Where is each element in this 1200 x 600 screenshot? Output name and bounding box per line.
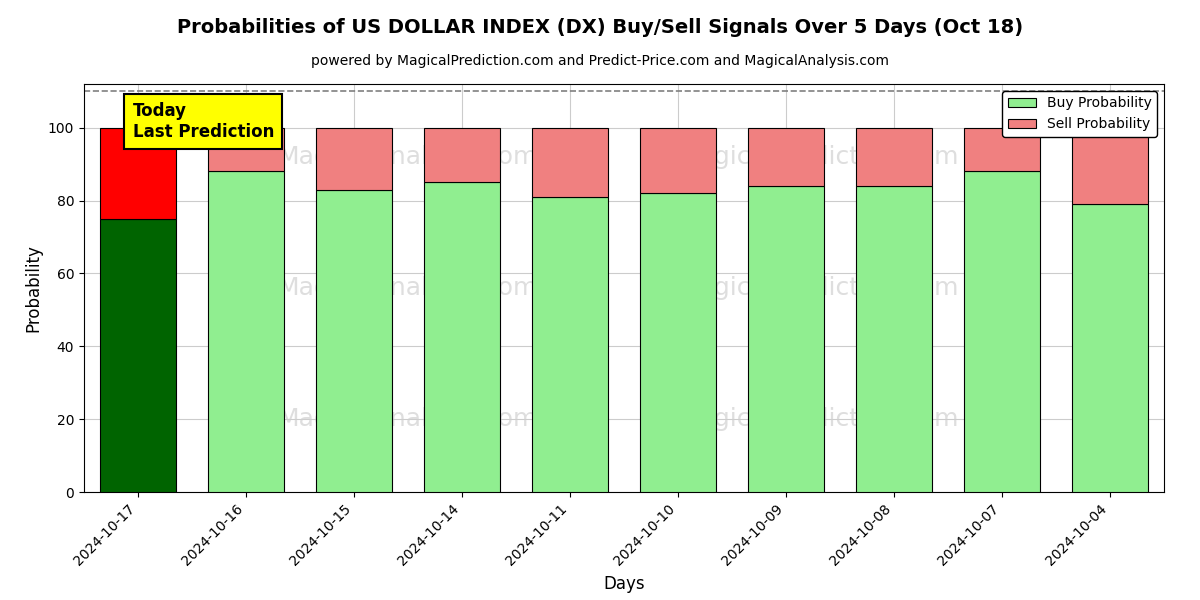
Text: Probabilities of US DOLLAR INDEX (DX) Buy/Sell Signals Over 5 Days (Oct 18): Probabilities of US DOLLAR INDEX (DX) Bu… — [176, 18, 1024, 37]
Bar — [209, 172, 284, 492]
Bar — [317, 128, 391, 190]
Bar — [857, 128, 932, 186]
Bar — [425, 128, 500, 182]
Bar — [1073, 204, 1147, 492]
Text: MagicalPrediction.com: MagicalPrediction.com — [678, 276, 959, 300]
Legend: Buy Probability, Sell Probability: Buy Probability, Sell Probability — [1002, 91, 1157, 137]
Bar — [641, 128, 716, 193]
Bar — [749, 186, 824, 492]
Y-axis label: Probability: Probability — [24, 244, 42, 332]
Bar — [641, 193, 716, 492]
Bar — [1073, 128, 1147, 204]
Text: MagicalPrediction.com: MagicalPrediction.com — [678, 407, 959, 431]
Bar — [101, 128, 176, 219]
Text: MagicalAnalysis.com: MagicalAnalysis.com — [278, 145, 538, 169]
Bar — [857, 186, 932, 492]
Bar — [101, 219, 176, 492]
Text: MagicalAnalysis.com: MagicalAnalysis.com — [278, 407, 538, 431]
Text: MagicalPrediction.com: MagicalPrediction.com — [678, 145, 959, 169]
Bar — [317, 190, 391, 492]
Bar — [425, 182, 500, 492]
Text: powered by MagicalPrediction.com and Predict-Price.com and MagicalAnalysis.com: powered by MagicalPrediction.com and Pre… — [311, 54, 889, 68]
Text: Today
Last Prediction: Today Last Prediction — [132, 102, 274, 141]
Bar — [533, 197, 607, 492]
Bar — [209, 128, 284, 172]
Bar — [965, 128, 1039, 172]
Text: MagicalAnalysis.com: MagicalAnalysis.com — [278, 276, 538, 300]
Bar — [533, 128, 607, 197]
X-axis label: Days: Days — [604, 575, 644, 593]
Bar — [965, 172, 1039, 492]
Bar — [749, 128, 824, 186]
